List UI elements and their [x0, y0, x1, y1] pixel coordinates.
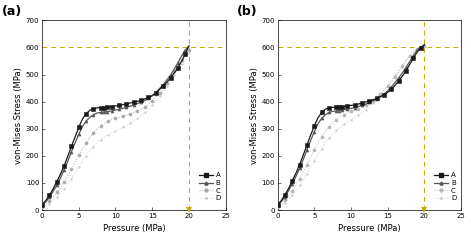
- Legend: A, B, C, D: A, B, C, D: [433, 171, 458, 203]
- X-axis label: Pressure (MPa): Pressure (MPa): [338, 224, 401, 234]
- X-axis label: Pressure (MPa): Pressure (MPa): [103, 224, 165, 234]
- Y-axis label: von-Mises Stress (MPa): von-Mises Stress (MPa): [250, 67, 259, 164]
- Y-axis label: von-Mises Stress (MPa): von-Mises Stress (MPa): [14, 67, 23, 164]
- Text: (a): (a): [2, 5, 22, 18]
- Text: (b): (b): [237, 5, 258, 18]
- Legend: A, B, C, D: A, B, C, D: [197, 171, 222, 203]
